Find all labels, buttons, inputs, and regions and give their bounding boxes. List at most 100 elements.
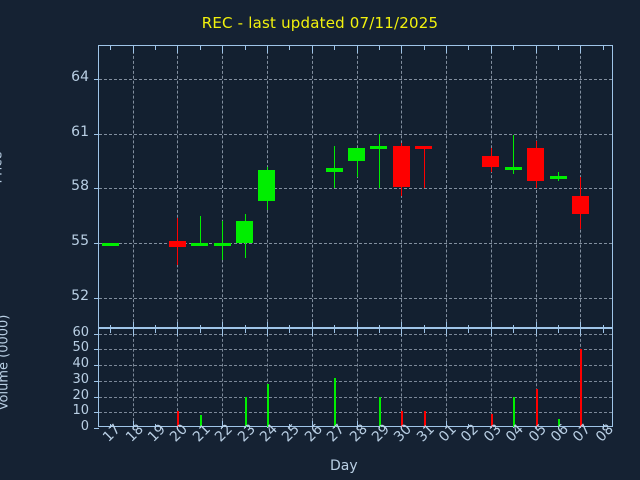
volume-bar (491, 413, 493, 427)
price-tick-label: 61 (71, 123, 89, 140)
day-tick (490, 322, 492, 329)
day-tick (154, 329, 156, 333)
day-tick (266, 322, 268, 329)
day-tick (110, 424, 112, 428)
candle-wick (513, 135, 514, 174)
day-tick (423, 46, 425, 50)
day-tick (222, 421, 224, 428)
day-tick (334, 329, 336, 333)
day-tick (132, 46, 134, 53)
day-gridline (132, 46, 134, 327)
volume-tick (94, 396, 99, 398)
day-tick (289, 46, 291, 50)
day-gridline (401, 329, 403, 426)
day-tick (154, 325, 156, 329)
day-tick (266, 329, 268, 336)
day-gridline (446, 329, 448, 426)
day-tick (423, 325, 425, 329)
price-tick-label: 55 (71, 233, 89, 250)
volume-tick (94, 412, 99, 414)
day-tick (311, 421, 313, 428)
day-tick (110, 329, 112, 333)
price-gridline (99, 78, 612, 80)
day-tick (468, 325, 470, 329)
day-tick (490, 46, 492, 53)
volume-bar (424, 410, 426, 427)
price-tick-label: 52 (71, 287, 89, 304)
day-tick (132, 322, 134, 329)
day-gridline (490, 46, 492, 327)
day-tick (356, 322, 358, 329)
day-tick (199, 46, 201, 50)
day-tick (222, 322, 224, 329)
day-gridline (177, 329, 179, 426)
price-gridline (99, 133, 612, 135)
candle-body (527, 148, 545, 182)
day-gridline (490, 329, 492, 426)
day-gridline (266, 329, 268, 426)
day-tick (266, 46, 268, 53)
day-tick (535, 329, 537, 336)
day-tick (356, 46, 358, 53)
volume-tick (94, 349, 99, 351)
day-tick (110, 46, 112, 50)
day-tick (401, 46, 403, 53)
price-tick (94, 133, 99, 135)
day-gridline (222, 329, 224, 426)
volume-bar (379, 396, 381, 427)
day-tick (602, 329, 604, 333)
day-tick (580, 322, 582, 329)
price-axis-title: Price (0, 151, 6, 184)
volume-bar (200, 415, 202, 427)
day-axis-title: Day (330, 458, 358, 474)
candle-body (415, 146, 433, 150)
day-tick (244, 325, 246, 329)
candle-body (392, 146, 410, 187)
day-tick (446, 329, 448, 336)
candle-body (370, 146, 388, 150)
volume-bar (580, 349, 582, 427)
volume-tick-label: 60 (72, 324, 89, 340)
volume-tick-label: 0 (80, 419, 89, 434)
volume-bar (334, 377, 336, 427)
day-tick (132, 329, 134, 336)
volume-tick-label: 10 (72, 403, 89, 419)
candle-body (325, 168, 343, 172)
day-tick (334, 46, 336, 50)
day-tick (513, 46, 515, 50)
day-tick (132, 421, 134, 428)
candle-body (101, 243, 119, 247)
day-tick (423, 329, 425, 333)
candle-wick (379, 133, 380, 189)
candle-body (258, 170, 276, 202)
volume-axis-title: Volume (0000) (0, 314, 12, 411)
day-tick (154, 46, 156, 50)
day-gridline (356, 329, 358, 426)
day-tick (558, 46, 560, 50)
day-tick (580, 46, 582, 53)
day-tick (311, 322, 313, 329)
day-tick (490, 329, 492, 336)
day-tick (311, 46, 313, 53)
price-tick (94, 188, 99, 190)
day-tick (177, 322, 179, 329)
day-gridline (222, 46, 224, 327)
volume-bar (558, 418, 560, 427)
day-tick (244, 329, 246, 333)
volume-tick (94, 333, 99, 335)
day-tick (177, 46, 179, 53)
price-tick-label: 58 (71, 178, 89, 195)
day-gridline (311, 46, 313, 327)
price-tick-label: 64 (71, 68, 89, 85)
candle-body (549, 175, 567, 179)
day-tick (244, 46, 246, 50)
day-tick (289, 325, 291, 329)
day-tick (289, 329, 291, 333)
candle-body (236, 221, 254, 244)
candle-body (571, 195, 589, 214)
day-tick (513, 329, 515, 333)
day-gridline (446, 46, 448, 327)
day-tick (602, 46, 604, 50)
volume-bar (245, 396, 247, 427)
day-tick (222, 46, 224, 53)
